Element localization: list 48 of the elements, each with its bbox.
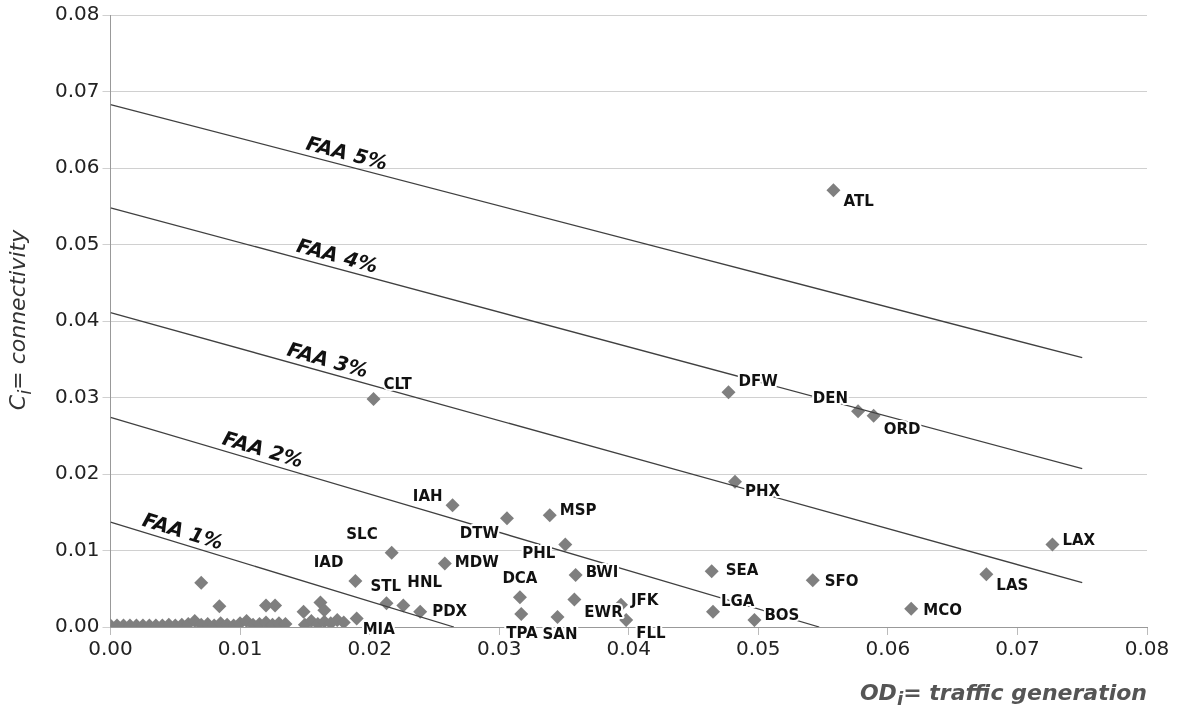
data-label: IAH [412, 487, 443, 506]
data-label: HNL [407, 573, 443, 592]
data-label: BWI [585, 562, 619, 581]
data-label: MDW [454, 553, 500, 572]
data-label: SAN [542, 624, 578, 643]
x-tick-label: 0.06 [865, 636, 911, 661]
text: FAA 5% [303, 130, 391, 175]
x-tick-label: 0.00 [88, 636, 133, 661]
text: FAA 1% [139, 507, 227, 555]
y-tick-label: 0.02 [55, 460, 100, 485]
data-label: SFO [824, 572, 859, 591]
x-tick-label: 0.08 [1124, 636, 1170, 661]
x-tick-label: 0.05 [736, 636, 781, 661]
data-label: DCA [502, 569, 538, 588]
data-label: CLT [383, 374, 413, 393]
data-label: MCO [923, 600, 962, 619]
y-tick-label: 0.05 [55, 230, 100, 255]
y-tick-label: 0.07 [55, 77, 100, 102]
data-label: LAS [996, 576, 1029, 595]
data-label: SLC [346, 524, 378, 543]
text: FAA 3% [284, 337, 371, 383]
data-label: EWR [584, 603, 624, 622]
data-label: TPA [506, 623, 539, 642]
x-axis-title: OD$_{i}$= traffic generation [859, 680, 1147, 710]
y-tick-label: 0.06 [55, 154, 100, 179]
text: FAA 2% [219, 425, 307, 473]
y-tick-label: 0.08 [55, 1, 100, 26]
y-tick-label: 0.04 [55, 307, 100, 332]
data-label: DTW [459, 524, 500, 543]
y-tick-label: 0.01 [55, 536, 100, 561]
data-label: JFK [629, 590, 660, 609]
data-label: ATL [843, 192, 875, 211]
x-tick-label: 0.02 [347, 636, 392, 661]
x-tick-label: 0.07 [995, 636, 1040, 661]
data-label: MSP [559, 501, 597, 520]
data-label: ORD [883, 419, 921, 438]
y-tick-label: 0.03 [55, 383, 100, 408]
data-label: IAD [313, 552, 344, 571]
data-label: PHL [522, 544, 556, 563]
data-label: STL [370, 577, 402, 596]
x-tick-label: 0.01 [217, 636, 263, 661]
data-label: MIA [362, 620, 396, 639]
data-label: PHX [745, 481, 781, 500]
data-label: SEA [725, 561, 759, 580]
text: FAA 4% [294, 233, 381, 278]
data-label: PDX [432, 601, 468, 620]
y-tick-label: 0.00 [55, 613, 100, 638]
data-label: LAX [1062, 531, 1096, 550]
